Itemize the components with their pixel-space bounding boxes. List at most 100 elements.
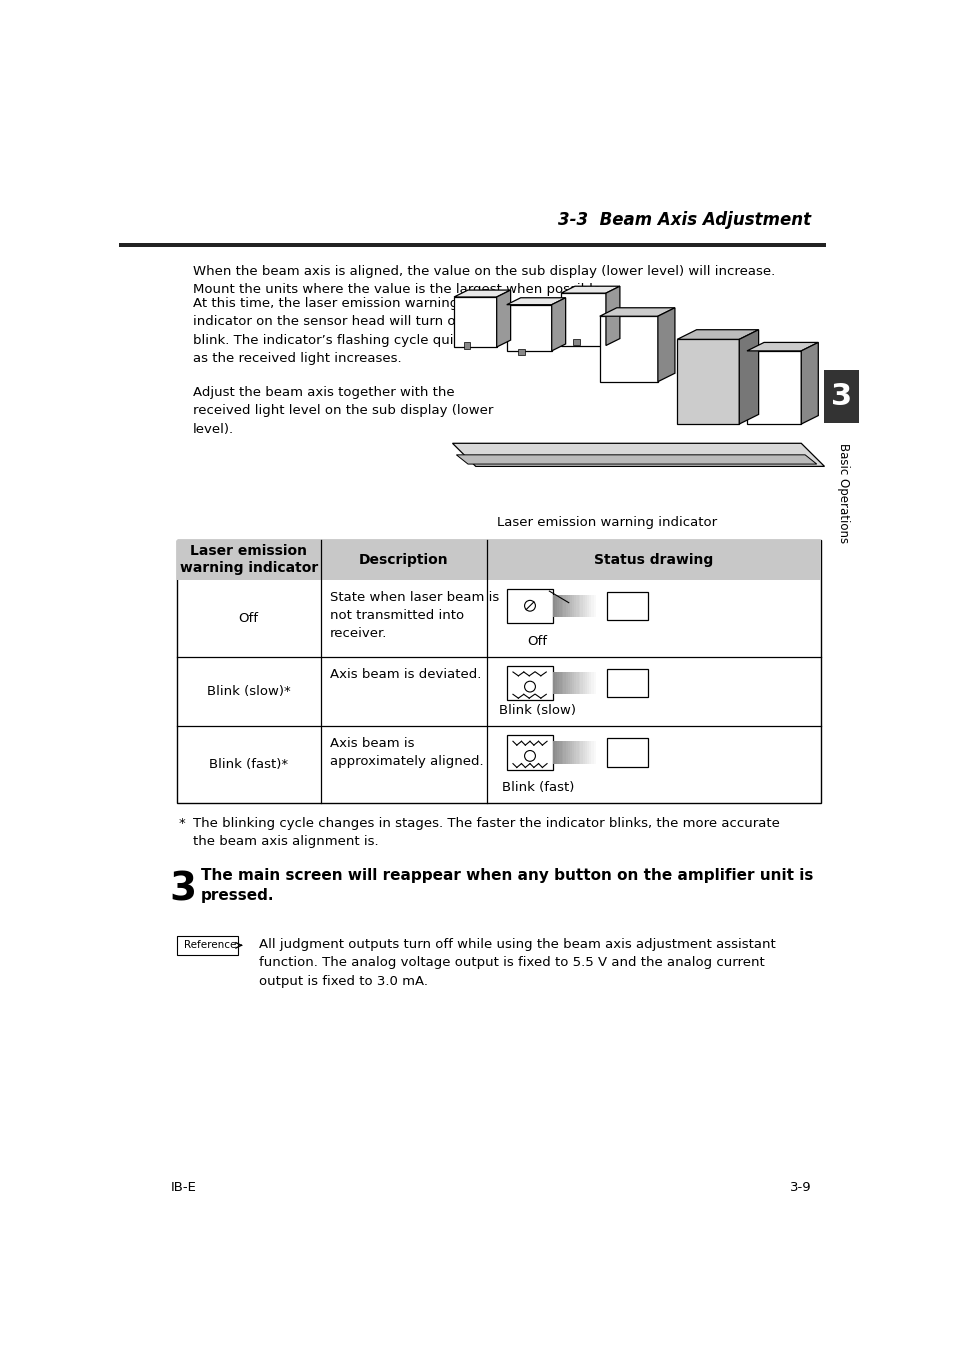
Text: Axis beam is
approximately aligned.: Axis beam is approximately aligned. <box>330 737 483 768</box>
Bar <box>506 735 553 769</box>
Bar <box>570 672 572 695</box>
Bar <box>591 741 593 764</box>
Bar <box>567 672 570 695</box>
Text: The main screen will reappear when any button on the amplifier unit is: The main screen will reappear when any b… <box>200 868 812 883</box>
Bar <box>591 672 593 695</box>
Bar <box>571 595 574 618</box>
Bar <box>582 741 584 764</box>
Bar <box>561 672 563 695</box>
Text: Off: Off <box>527 634 547 648</box>
Bar <box>576 672 578 695</box>
Bar <box>506 589 553 623</box>
Bar <box>593 672 596 695</box>
Polygon shape <box>452 443 823 466</box>
Bar <box>584 741 587 764</box>
Bar <box>582 595 584 618</box>
Bar <box>555 672 557 695</box>
Bar <box>570 595 572 618</box>
Bar <box>567 741 570 764</box>
Circle shape <box>524 750 535 761</box>
Text: The blinking cycle changes in stages. The faster the indicator blinks, the more : The blinking cycle changes in stages. Th… <box>193 817 779 848</box>
Text: 3: 3 <box>830 381 851 411</box>
Bar <box>454 297 497 347</box>
Bar <box>553 741 555 764</box>
Bar <box>607 669 647 698</box>
Bar <box>578 672 580 695</box>
Bar <box>582 672 584 695</box>
Circle shape <box>524 681 535 692</box>
Text: Laser emission warning indicator: Laser emission warning indicator <box>497 516 717 530</box>
Bar <box>562 741 565 764</box>
Bar <box>517 349 524 354</box>
Polygon shape <box>456 454 816 464</box>
Bar <box>574 672 576 695</box>
Bar <box>593 741 596 764</box>
Text: Adjust the beam axis together with the
received light level on the sub display (: Adjust the beam axis together with the r… <box>193 385 493 435</box>
Text: Description: Description <box>358 553 448 566</box>
Polygon shape <box>658 308 674 381</box>
Polygon shape <box>560 287 619 293</box>
Text: State when laser beam is
not transmitted into
receiver.: State when laser beam is not transmitted… <box>330 591 498 639</box>
Bar <box>565 672 567 695</box>
Bar <box>561 741 563 764</box>
Bar <box>746 352 801 425</box>
Bar <box>177 539 820 580</box>
Text: pressed.: pressed. <box>200 888 274 903</box>
Bar <box>557 741 558 764</box>
Bar <box>607 738 647 767</box>
Polygon shape <box>454 291 510 297</box>
Bar <box>578 741 580 764</box>
Bar <box>588 595 591 618</box>
Bar <box>558 595 561 618</box>
Bar <box>591 595 593 618</box>
Bar <box>464 342 470 349</box>
Bar <box>565 741 567 764</box>
Polygon shape <box>801 342 818 425</box>
Bar <box>599 316 658 381</box>
Bar <box>557 672 558 695</box>
Bar <box>584 595 587 618</box>
Bar <box>576 741 578 764</box>
Polygon shape <box>599 308 674 316</box>
Text: 3-9: 3-9 <box>789 1182 810 1194</box>
Text: Blink (fast)*: Blink (fast)* <box>209 758 288 771</box>
Text: Blink (slow): Blink (slow) <box>498 704 576 717</box>
Text: IB-E: IB-E <box>171 1182 197 1194</box>
Bar <box>579 741 582 764</box>
Bar <box>177 936 182 955</box>
Bar <box>562 672 565 695</box>
Bar <box>588 741 591 764</box>
Polygon shape <box>739 330 758 425</box>
Bar <box>567 595 570 618</box>
Text: Reference: Reference <box>184 941 235 950</box>
Text: 3: 3 <box>169 871 196 909</box>
Bar <box>579 672 582 695</box>
Text: Basic Operations: Basic Operations <box>837 443 849 544</box>
Bar <box>565 595 567 618</box>
Text: Blink (fast): Blink (fast) <box>501 781 574 794</box>
Polygon shape <box>605 287 619 346</box>
Bar <box>506 304 551 352</box>
Bar <box>587 672 589 695</box>
Bar <box>607 592 647 621</box>
Bar <box>587 741 589 764</box>
Text: *: * <box>179 817 186 830</box>
Bar <box>553 595 555 618</box>
Bar <box>555 595 557 618</box>
Text: Laser emission
warning indicator: Laser emission warning indicator <box>179 544 317 576</box>
Bar <box>560 293 605 346</box>
Polygon shape <box>677 330 758 339</box>
Bar <box>579 595 582 618</box>
Bar <box>571 672 574 695</box>
Polygon shape <box>506 297 565 304</box>
Polygon shape <box>746 342 818 352</box>
Circle shape <box>524 600 535 611</box>
Bar <box>823 370 858 423</box>
Bar <box>561 595 563 618</box>
Bar <box>506 665 553 700</box>
Text: Off: Off <box>238 611 258 625</box>
Bar <box>558 741 561 764</box>
Bar <box>574 595 576 618</box>
Text: When the beam axis is aligned, the value on the sub display (lower level) will i: When the beam axis is aligned, the value… <box>193 265 774 296</box>
Bar <box>587 595 589 618</box>
